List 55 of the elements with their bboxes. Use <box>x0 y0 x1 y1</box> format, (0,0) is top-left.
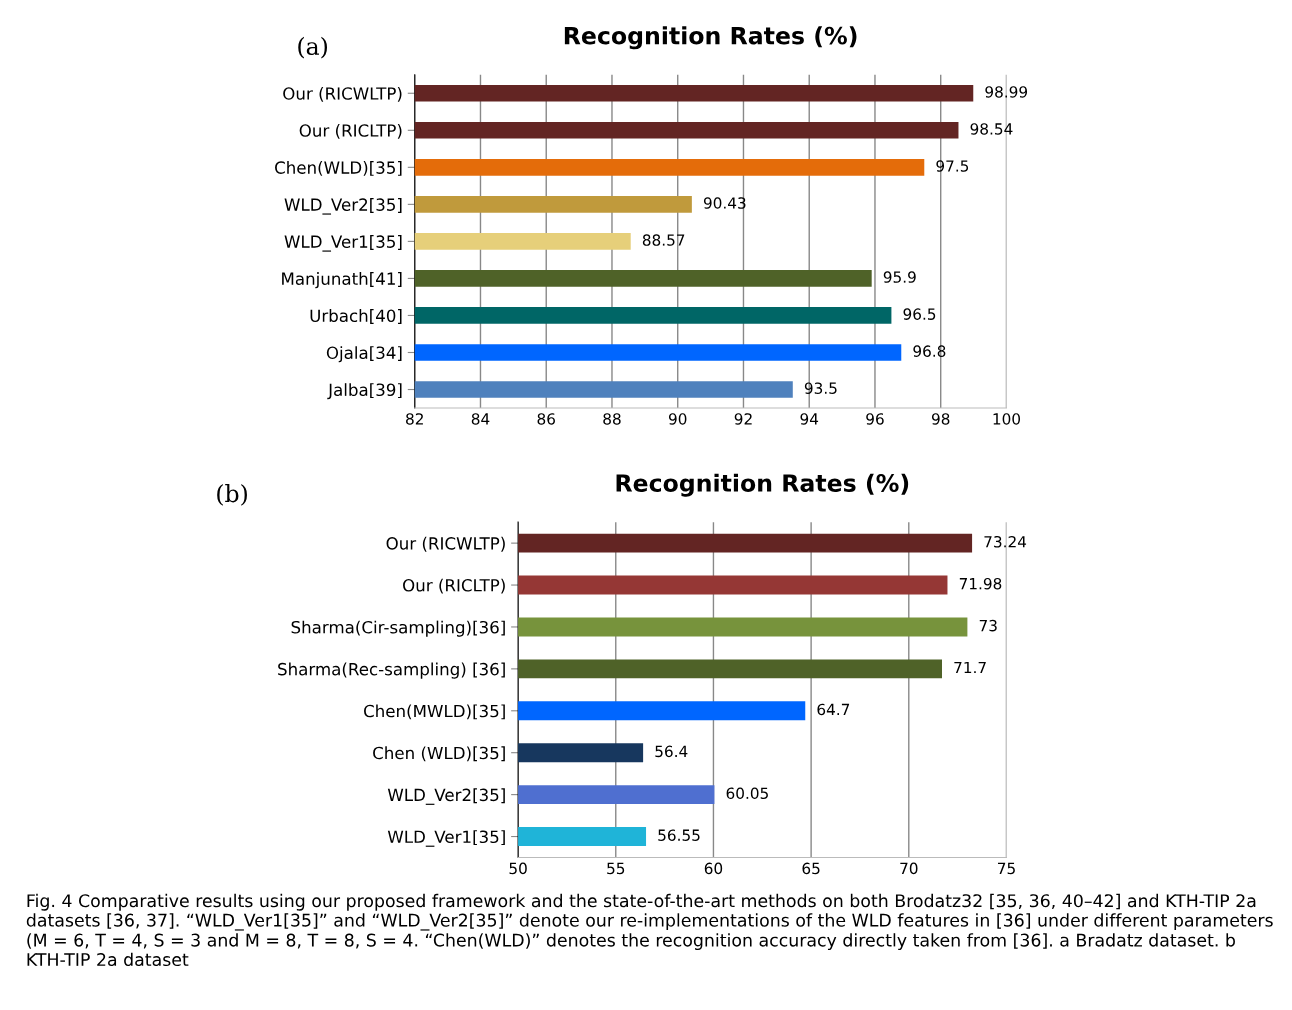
x-tick-label: 84 <box>471 413 490 425</box>
data-label: 97.5 <box>936 160 969 172</box>
y-tick-label: WLD_Ver1[35] <box>387 830 505 847</box>
y-tick-label: Sharma(Rec-sampling) [36] <box>278 662 505 679</box>
x-tick-label: 55 <box>607 862 625 875</box>
y-tick-label: WLD_Ver1[35] <box>284 235 402 252</box>
y-tick-label: WLD_Ver2[35] <box>284 198 402 215</box>
data-label: 93.5 <box>804 382 837 394</box>
y-tick-label: Our (RICLTP) <box>299 123 402 139</box>
x-tick-label: 98 <box>931 413 950 425</box>
chart-title: Recognition Rates (%) <box>564 26 857 50</box>
x-tick-label: 50 <box>509 862 527 875</box>
x-tick-label: 90 <box>668 413 687 425</box>
data-label: 71.98 <box>959 577 1002 590</box>
y-tick-label: Urbach[40] <box>310 309 402 324</box>
x-tick-label: 65 <box>802 862 820 875</box>
x-tick-label: 88 <box>603 413 621 425</box>
y-tick-label: Chen(MWLD)[35] <box>364 704 505 720</box>
data-label: 98.54 <box>970 123 1013 135</box>
data-label: 95.9 <box>883 271 916 283</box>
x-tick-label: 82 <box>406 413 423 425</box>
y-tick-label: Our (RICWLTP) <box>283 86 402 102</box>
x-tick-label: 70 <box>900 862 918 875</box>
y-tick-label: Our (RICWLTP) <box>386 536 505 552</box>
text: (a) <box>298 36 328 59</box>
data-label: 73.24 <box>984 536 1027 548</box>
y-tick-label: Manjunath[41] <box>282 272 402 289</box>
caption: Fig. 4 Comparative results using our proposed framework and the state-of-the-art methods on both Brodatz32 [35, 36, 40–42] and KTH-TIP 2a datasets [36, 37]. “WLD_Ver1[35]” and “WLD_Ver2[35]” denote our re-implementations of the WLD features in [36] under different parameters (M = 6, T = 4, S = 3 and M = 8, T = 8, S = 4. “Chen(WLD)” denotes the recognition accuracy directly taken from [36]. a Bradatz dataset. b KTH-TIP 2a dataset <box>26 893 1273 967</box>
y-tick-label: WLD_Ver2[35] <box>387 788 505 805</box>
text: (b) <box>217 484 247 506</box>
data-label: 56.55 <box>658 829 700 841</box>
x-tick-label: 92 <box>734 413 752 425</box>
data-label: 64.7 <box>817 703 850 716</box>
data-label: 90.43 <box>703 197 746 209</box>
x-tick-label: 75 <box>998 862 1015 875</box>
data-label: 60.05 <box>726 787 768 800</box>
x-tick-label: 94 <box>800 413 819 425</box>
data-label: 73 <box>979 619 997 632</box>
y-tick-label: Chen (WLD)[35] <box>373 746 505 762</box>
data-label: 56.4 <box>655 745 688 758</box>
x-tick-label: 86 <box>537 413 555 425</box>
y-tick-label: Sharma(Cir-sampling)[36] <box>291 620 505 637</box>
data-label: 96.8 <box>913 345 946 357</box>
data-label: 88.57 <box>642 234 685 246</box>
x-tick-label: 100 <box>993 413 1021 425</box>
chart-title: Recognition Rates (%) <box>616 473 909 497</box>
y-tick-label: Chen(WLD)[35] <box>275 160 402 176</box>
data-label: 98.99 <box>985 86 1028 98</box>
y-tick-label: Jalba[39] <box>327 383 402 400</box>
x-tick-label: 96 <box>866 413 884 425</box>
x-tick-label: 60 <box>704 862 723 875</box>
data-label: 71.7 <box>954 661 986 674</box>
y-tick-label: Our (RICLTP) <box>403 578 505 594</box>
y-tick-label: Ojala[34] <box>326 346 402 363</box>
data-label: 96.5 <box>903 308 936 320</box>
